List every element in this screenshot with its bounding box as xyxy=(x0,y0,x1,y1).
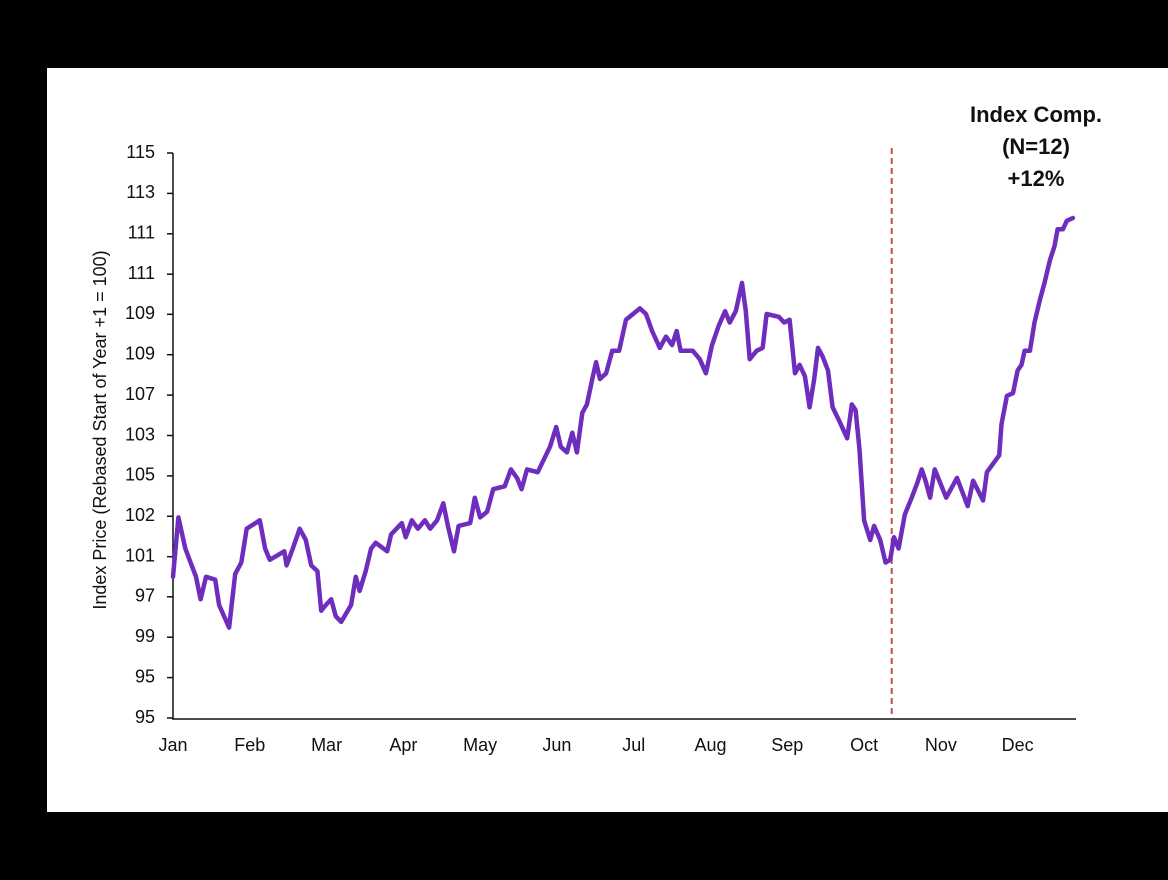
y-tick-label: 99 xyxy=(135,626,155,646)
x-tick-label: Feb xyxy=(234,735,265,755)
y-tick-label: 109 xyxy=(125,303,155,323)
x-tick-label: Oct xyxy=(850,735,878,755)
x-tick-label: Dec xyxy=(1002,735,1034,755)
x-tick-label: Aug xyxy=(694,735,726,755)
annotation: Index Comp. xyxy=(970,102,1102,127)
x-tick-label: Jun xyxy=(542,735,571,755)
x-tick-label: Apr xyxy=(389,735,417,755)
annotation: (N=12) xyxy=(1002,134,1070,159)
x-tick-label: May xyxy=(463,735,497,755)
x-tick-label: Mar xyxy=(311,735,342,755)
annotation: +12% xyxy=(1008,166,1065,191)
y-tick-label: 105 xyxy=(125,465,155,485)
y-tick-label: 107 xyxy=(125,384,155,404)
x-tick-label: Sep xyxy=(771,735,803,755)
x-tick-label: Nov xyxy=(925,735,957,755)
y-tick-label: 109 xyxy=(125,343,155,363)
y-tick-label: 115 xyxy=(126,142,155,162)
y-tick-label: 101 xyxy=(125,545,155,565)
x-tick-label: Jul xyxy=(622,735,645,755)
y-tick-label: 95 xyxy=(135,666,155,686)
panel xyxy=(47,68,1168,812)
y-tick-label: 113 xyxy=(126,182,155,202)
line-series xyxy=(170,215,1076,630)
y-axis-title: Index Price (Rebased Start of Year +1 = … xyxy=(90,250,110,609)
y-tick-label: 111 xyxy=(128,223,155,243)
y-tick-label: 102 xyxy=(125,505,155,525)
y-tick-label: 97 xyxy=(135,586,155,606)
y-tick-label: 111 xyxy=(128,263,155,283)
y-tick-label: 95 xyxy=(135,707,155,727)
x-tick-label: Jan xyxy=(158,735,187,755)
y-tick-label: 103 xyxy=(125,424,155,444)
